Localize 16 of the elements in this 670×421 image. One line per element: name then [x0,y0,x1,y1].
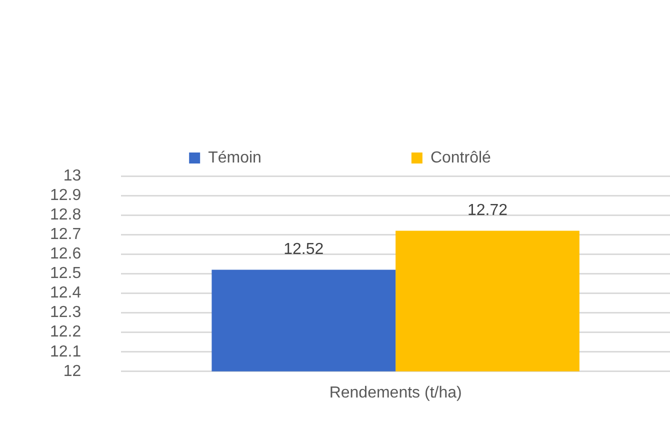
y-tick-label: 12.2 [50,324,82,341]
y-tick-label: 12.4 [50,284,82,302]
y-tick-label: 12.7 [50,226,82,244]
legend-label: Témoin [208,149,262,166]
y-tick-label: 12.1 [50,343,82,360]
data-label: 12.52 [284,241,324,258]
legend-label: Contrôlé [430,149,492,166]
y-tick-label: 12.3 [50,304,82,322]
y-tick-label: 12 [63,362,82,380]
y-tick-label: 12.5 [50,265,82,282]
x-tick-label: Rendements (t/ha) [329,384,462,402]
y-tick-label: 12.6 [50,246,82,263]
data-label: 12.72 [467,202,508,220]
y-tick-label: 13 [63,167,82,184]
y-tick-label: 12.9 [50,186,82,204]
y-tick-label: 12.8 [50,206,82,224]
